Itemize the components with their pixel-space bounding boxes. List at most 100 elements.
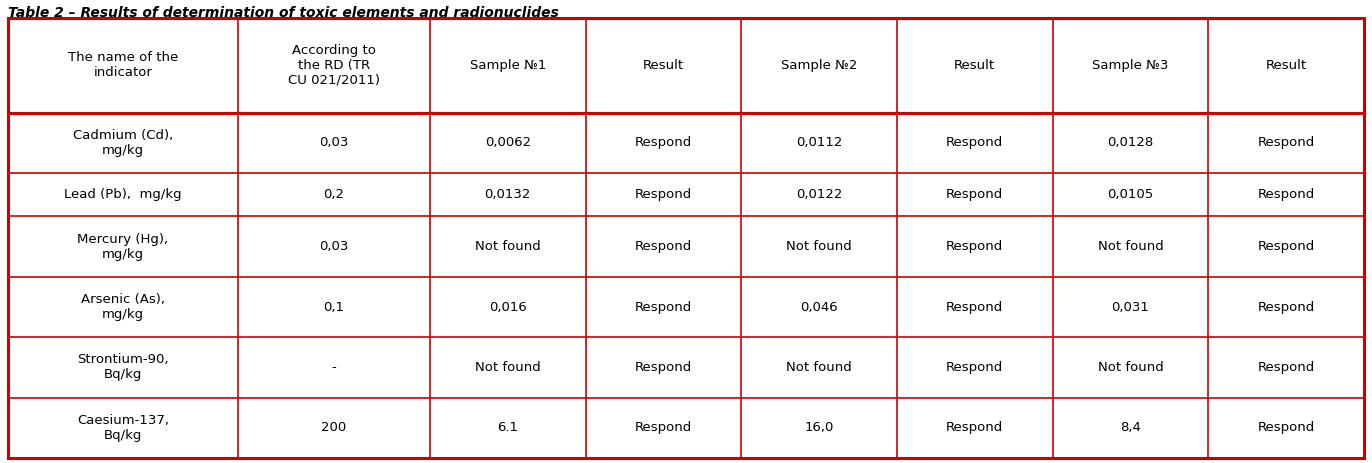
Text: Respond: Respond — [947, 421, 1003, 434]
Text: 200: 200 — [321, 421, 347, 434]
Text: Respond: Respond — [947, 300, 1003, 313]
Bar — [741, 337, 897, 398]
Text: Not found: Not found — [475, 361, 541, 374]
Bar — [8, 398, 237, 458]
Bar — [897, 217, 1052, 277]
Bar — [741, 398, 897, 458]
Bar — [8, 173, 237, 217]
Text: Not found: Not found — [1098, 240, 1163, 253]
Text: Respond: Respond — [635, 188, 691, 201]
Bar — [1209, 18, 1364, 113]
Bar — [897, 398, 1052, 458]
Text: 0,0122: 0,0122 — [796, 188, 842, 201]
Bar — [897, 113, 1052, 173]
Text: Respond: Respond — [947, 240, 1003, 253]
Text: Respond: Respond — [635, 361, 691, 374]
Text: Respond: Respond — [635, 136, 691, 149]
Text: Mercury (Hg),
mg/kg: Mercury (Hg), mg/kg — [77, 232, 169, 261]
Bar — [1052, 217, 1209, 277]
Text: Respond: Respond — [1258, 188, 1314, 201]
Text: Respond: Respond — [635, 300, 691, 313]
Bar — [237, 113, 429, 173]
Bar — [586, 217, 741, 277]
Bar — [1052, 113, 1209, 173]
Bar — [1209, 113, 1364, 173]
Bar — [586, 277, 741, 337]
Bar — [1052, 337, 1209, 398]
Text: Arsenic (As),
mg/kg: Arsenic (As), mg/kg — [81, 293, 165, 321]
Text: Respond: Respond — [635, 421, 691, 434]
Bar — [8, 18, 237, 113]
Text: Cadmium (Cd),
mg/kg: Cadmium (Cd), mg/kg — [73, 129, 173, 157]
Text: 0,031: 0,031 — [1111, 300, 1150, 313]
Bar — [1209, 173, 1364, 217]
Bar — [429, 113, 586, 173]
Bar — [586, 113, 741, 173]
Bar — [586, 173, 741, 217]
Text: Sample №3: Sample №3 — [1092, 59, 1169, 72]
Text: Respond: Respond — [1258, 421, 1314, 434]
Bar — [1052, 277, 1209, 337]
Text: Not found: Not found — [475, 240, 541, 253]
Text: 0,0105: 0,0105 — [1107, 188, 1154, 201]
Text: 6.1: 6.1 — [497, 421, 519, 434]
Bar — [1209, 337, 1364, 398]
Bar — [1209, 277, 1364, 337]
Text: Respond: Respond — [1258, 240, 1314, 253]
Bar — [1052, 18, 1209, 113]
Bar — [1052, 173, 1209, 217]
Bar — [237, 173, 429, 217]
Bar — [8, 217, 237, 277]
Bar — [741, 217, 897, 277]
Bar — [429, 337, 586, 398]
Text: 0,0062: 0,0062 — [484, 136, 531, 149]
Text: 0,0132: 0,0132 — [484, 188, 531, 201]
Bar — [897, 18, 1052, 113]
Bar — [1209, 217, 1364, 277]
Bar — [1209, 398, 1364, 458]
Text: Table 2 – Results of determination of toxic elements and radionuclides: Table 2 – Results of determination of to… — [8, 6, 558, 20]
Bar — [429, 398, 586, 458]
Text: Result: Result — [643, 59, 685, 72]
Bar — [429, 18, 586, 113]
Bar — [897, 337, 1052, 398]
Text: Respond: Respond — [947, 188, 1003, 201]
Bar — [237, 277, 429, 337]
Bar — [237, 398, 429, 458]
Text: Result: Result — [1265, 59, 1306, 72]
Text: 0,03: 0,03 — [320, 136, 348, 149]
Bar — [586, 398, 741, 458]
Text: 16,0: 16,0 — [804, 421, 834, 434]
Bar — [237, 18, 429, 113]
Text: 0,0128: 0,0128 — [1107, 136, 1154, 149]
Text: Not found: Not found — [1098, 361, 1163, 374]
Text: 8,4: 8,4 — [1120, 421, 1142, 434]
Bar — [429, 277, 586, 337]
Text: 0,1: 0,1 — [324, 300, 344, 313]
Text: 0,046: 0,046 — [800, 300, 838, 313]
Text: -: - — [332, 361, 336, 374]
Text: Lead (Pb),  mg/kg: Lead (Pb), mg/kg — [64, 188, 181, 201]
Text: Respond: Respond — [947, 361, 1003, 374]
Bar — [897, 277, 1052, 337]
Text: Result: Result — [955, 59, 995, 72]
Text: Respond: Respond — [1258, 361, 1314, 374]
Text: Sample №2: Sample №2 — [781, 59, 858, 72]
Text: Respond: Respond — [635, 240, 691, 253]
Bar — [237, 217, 429, 277]
Bar — [1052, 398, 1209, 458]
Text: Strontium-90,
Bq/kg: Strontium-90, Bq/kg — [77, 353, 169, 382]
Text: Respond: Respond — [947, 136, 1003, 149]
Bar — [8, 113, 237, 173]
Text: Sample №1: Sample №1 — [469, 59, 546, 72]
Bar — [897, 173, 1052, 217]
Bar — [586, 337, 741, 398]
Bar — [741, 18, 897, 113]
Text: 0,2: 0,2 — [324, 188, 344, 201]
Bar — [8, 277, 237, 337]
Bar — [741, 277, 897, 337]
Text: 0,0112: 0,0112 — [796, 136, 842, 149]
Bar — [429, 173, 586, 217]
Text: According to
the RD (TR
CU 021/2011): According to the RD (TR CU 021/2011) — [288, 44, 380, 87]
Text: Respond: Respond — [1258, 300, 1314, 313]
